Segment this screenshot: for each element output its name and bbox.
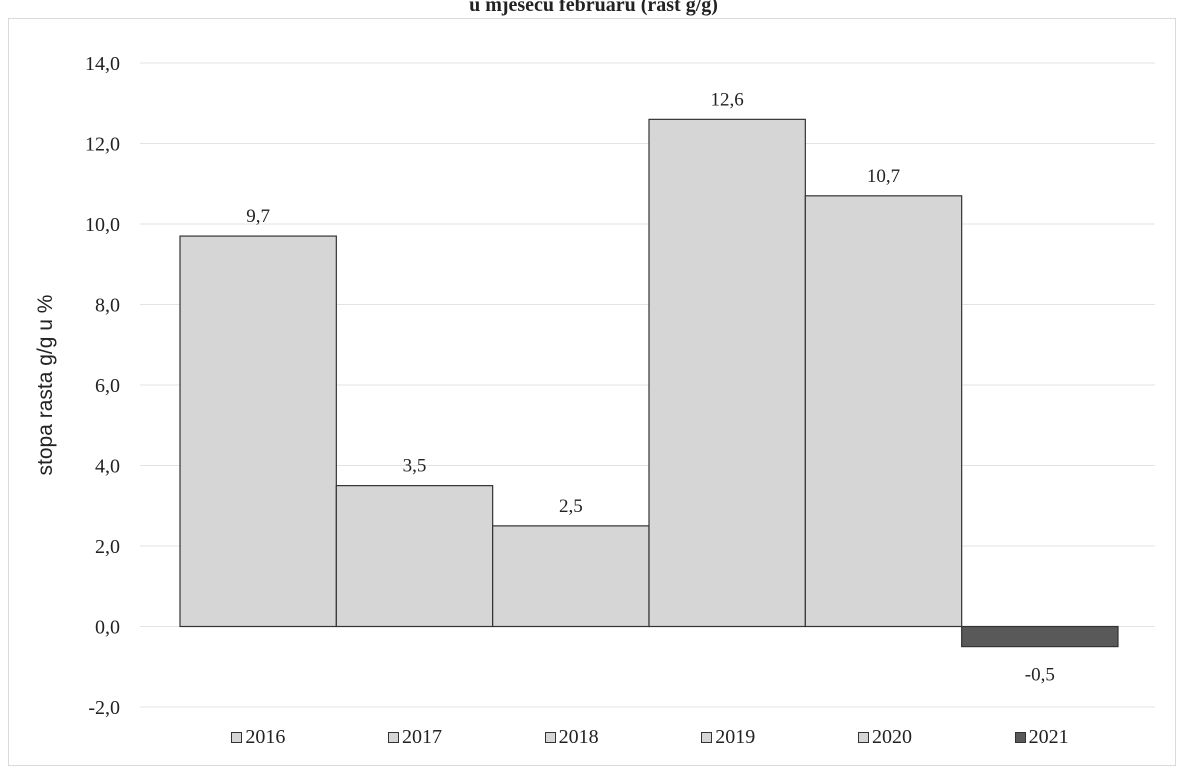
- data-label-2018: 2,5: [559, 496, 583, 517]
- legend-item-2021: 2021: [1014, 726, 1069, 749]
- legend-swatch: [1014, 732, 1026, 743]
- y-axis-ticks: -2,0 0,0 2,0 4,0 6,0 8,0 10,0 12,0 14,0: [85, 53, 120, 719]
- y-tick-label: 0,0: [95, 617, 120, 639]
- y-tick-label: 6,0: [95, 375, 120, 397]
- data-label-2019: 12,6: [711, 89, 744, 110]
- legend-label: 2019: [715, 726, 756, 748]
- legend-label: 2021: [1028, 726, 1069, 748]
- legend-swatch: [701, 732, 713, 743]
- legend-swatch: [544, 732, 556, 743]
- bar-2020: [804, 195, 963, 628]
- legend-swatch: [387, 732, 399, 743]
- bar-2018: [492, 525, 650, 628]
- legend-item-2016: 2016: [231, 726, 285, 749]
- legend-label: 2020: [871, 726, 912, 748]
- y-tick-label: 2,0: [95, 536, 120, 558]
- bars: [179, 118, 1119, 648]
- legend-label: 2018: [558, 726, 599, 748]
- y-tick-label: 12,0: [85, 134, 120, 156]
- legend-item-2017: 2017: [387, 726, 442, 749]
- data-label-2016: 9,7: [246, 206, 270, 227]
- bar-2017: [335, 485, 494, 628]
- legend-item-2019: 2019: [701, 726, 755, 749]
- legend-label: 2016: [245, 726, 286, 748]
- bar-2016: [179, 235, 337, 628]
- data-label-2020: 10,7: [867, 166, 900, 187]
- chart-title: u mjesecu februaru (rast g/g): [469, 0, 718, 16]
- data-label-2017: 3,5: [403, 456, 427, 477]
- bar-2021: [961, 625, 1119, 648]
- legend-item-2020: 2020: [857, 726, 912, 749]
- legend: 2016 2017 2018 2019 2020 2021: [180, 726, 1120, 749]
- legend-item-2018: 2018: [544, 726, 599, 749]
- legend-swatch: [857, 732, 869, 743]
- legend-swatch: [231, 732, 243, 743]
- y-tick-label: 14,0: [85, 53, 120, 75]
- bar-2019: [648, 118, 806, 628]
- data-labels: 9,7 3,5 2,5 12,6 10,7 -0,5: [246, 89, 1055, 685]
- legend-label: 2017: [401, 726, 442, 748]
- y-tick-label: -2,0: [88, 697, 120, 719]
- y-tick-label: 4,0: [95, 456, 120, 478]
- chart-frame: [8, 18, 1176, 766]
- y-tick-label: 8,0: [95, 295, 120, 317]
- data-label-2021: -0,5: [1025, 665, 1055, 686]
- y-tick-label: 10,0: [85, 214, 120, 236]
